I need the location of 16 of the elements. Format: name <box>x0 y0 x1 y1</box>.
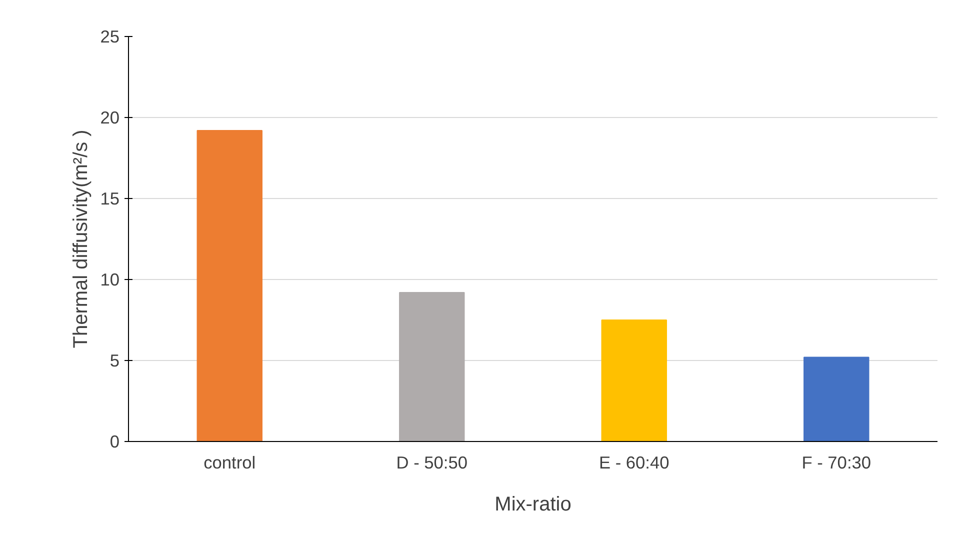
x-tick-label: E - 60:40 <box>598 452 670 472</box>
bar <box>804 356 870 442</box>
y-tick-label: 25 <box>100 26 120 46</box>
bar <box>601 320 667 442</box>
x-axis-title: Mix-ratio <box>494 494 572 516</box>
y-axis-title: Thermal diffusivity(m²/s ) <box>70 130 92 348</box>
y-tick-label: 20 <box>100 108 120 128</box>
bar <box>399 292 465 442</box>
y-tick-label: 0 <box>110 432 120 452</box>
x-tick-label: F - 70:30 <box>802 452 872 472</box>
y-tick-label: 10 <box>100 270 120 290</box>
y-tick-label: 5 <box>110 350 120 370</box>
x-tick-label: control <box>204 452 256 472</box>
bar <box>196 130 262 442</box>
x-tick-label: D - 50:50 <box>396 452 468 472</box>
y-tick-label: 15 <box>100 188 120 208</box>
